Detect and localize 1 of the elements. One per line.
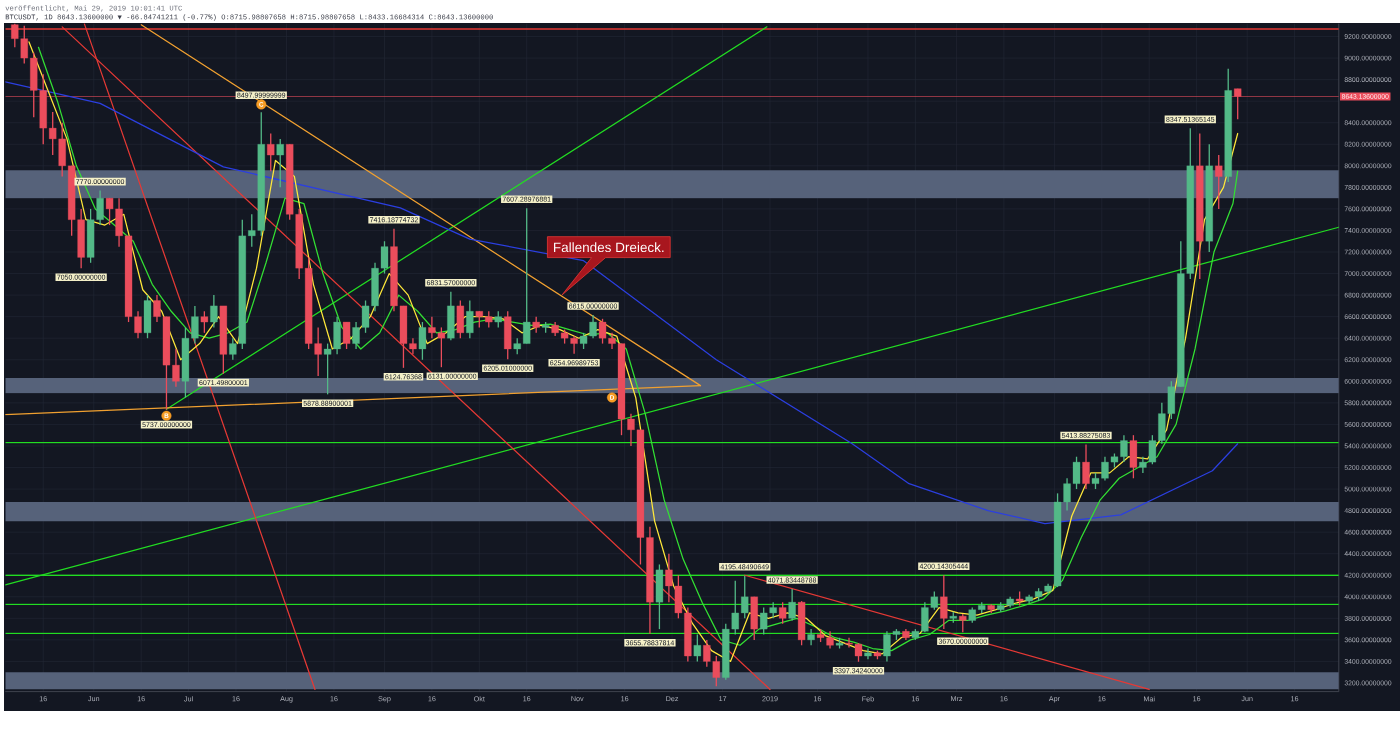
annotation: Fallendes Dreieck. — [554, 242, 664, 253]
